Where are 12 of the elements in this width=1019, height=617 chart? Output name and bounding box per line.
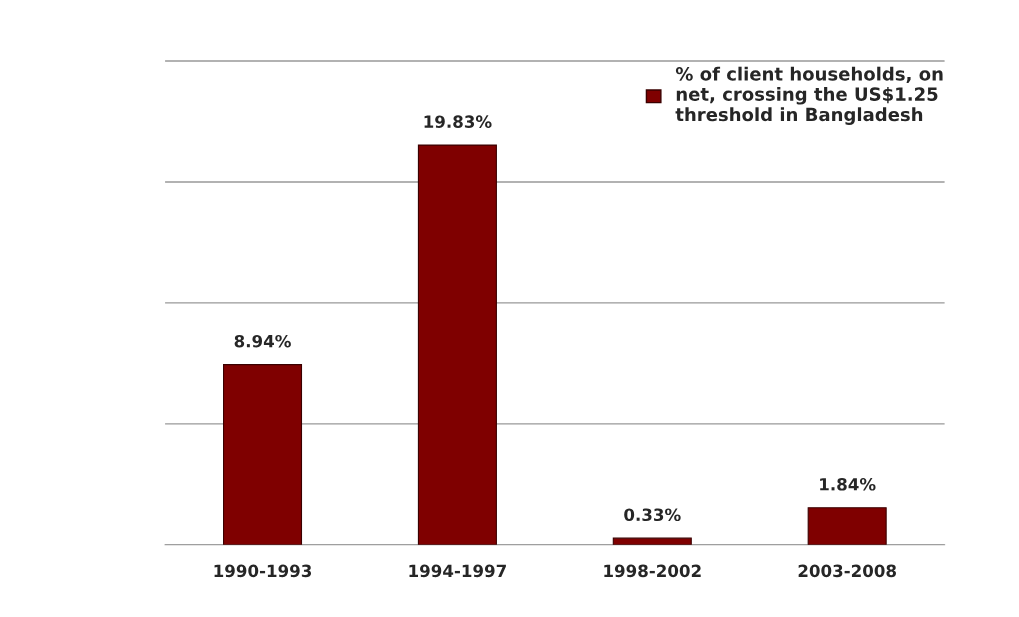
bar [222,364,303,545]
x-tick-label: 1990-1993 [214,564,312,578]
bar [417,144,497,545]
bar [807,507,887,545]
x-tick-label: 1998-2002 [604,564,701,578]
x-tick-label: 1994-1997 [409,564,506,578]
legend-label: % of client households, on net, crossing the US$1.25 threshold in Bangladesh [675,66,943,125]
x-tick-label: 2003-2008 [798,564,896,578]
data-label: 1.84% [820,478,876,491]
data-label: 8.94% [234,334,291,348]
data-label: 0.33% [624,508,681,522]
data-label: 19.83% [424,115,492,128]
